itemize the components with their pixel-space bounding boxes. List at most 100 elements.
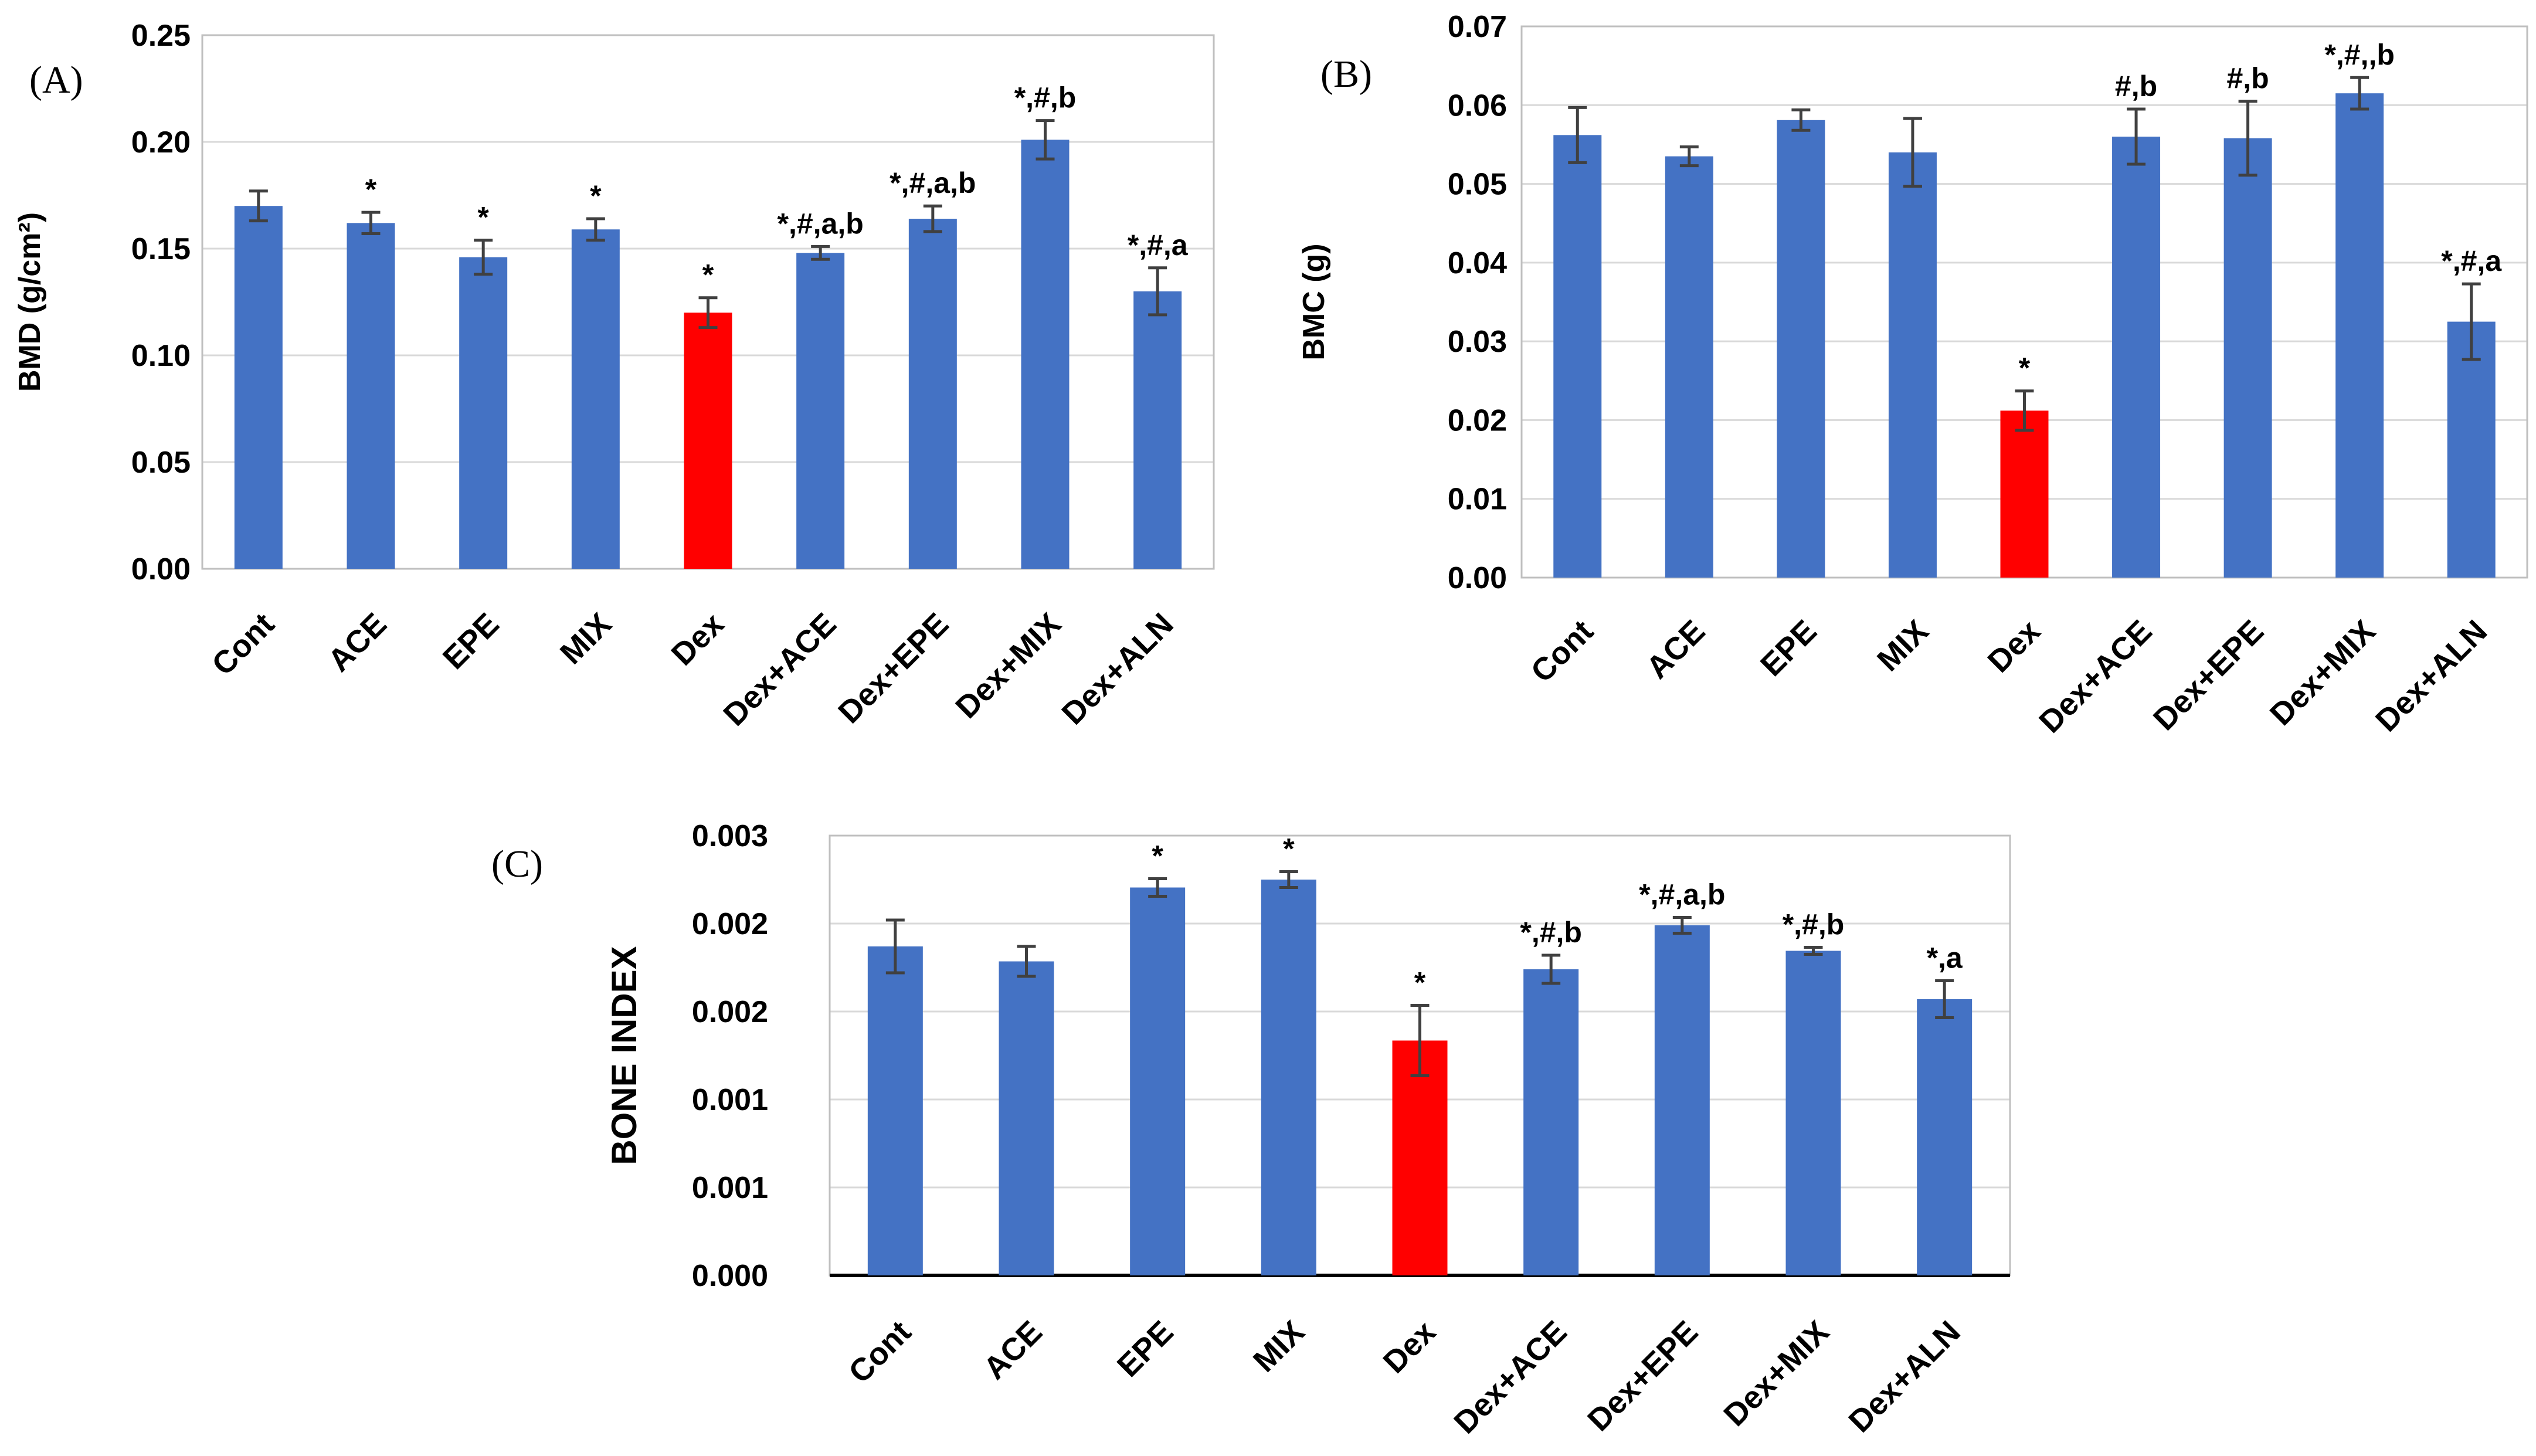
bar (2447, 321, 2496, 578)
y-axis-label: BMC (g) (1297, 243, 1331, 360)
bar (1785, 951, 1841, 1275)
bar (1130, 887, 1186, 1275)
y-tick-label: 0.000 (692, 1259, 768, 1293)
x-category-label: Dex+MIX (949, 606, 1068, 725)
significance-label: *,#,a,b (778, 207, 864, 240)
significance-label: *,#,a,b (1639, 878, 1725, 911)
y-tick-label: 0.04 (1448, 246, 1507, 280)
x-category-label: MIX (1247, 1314, 1311, 1379)
bar (1133, 291, 1182, 569)
x-category-label: MIX (1870, 613, 1935, 678)
bar (1888, 152, 1937, 578)
x-category-label: Dex+MIX (2263, 613, 2382, 732)
bar (1654, 925, 1710, 1275)
y-tick-label: 0.003 (692, 819, 768, 853)
x-category-label: Dex+ALN (1842, 1314, 1967, 1439)
bar (1021, 140, 1070, 569)
x-category-label: Cont (1524, 613, 1600, 689)
significance-label: #,b (2226, 62, 2269, 95)
significance-label: * (1414, 966, 1426, 999)
bar (867, 946, 923, 1275)
significance-label: *,#,b (1783, 908, 1845, 941)
bar (1553, 135, 1602, 578)
significance-label: * (590, 179, 602, 212)
y-tick-label: 0.03 (1448, 325, 1507, 359)
bar (347, 223, 395, 569)
chart-panel-c: (C) 0.000 0.001 0.001 0.002 0.002 0.003 BONE IN… (491, 819, 2011, 1440)
significance-label: *,#,a,b (890, 167, 976, 199)
bar (908, 219, 957, 569)
y-axis-label: BONE INDEX (605, 946, 644, 1165)
chart-panel-a: (A) 0.00 0.05 0.10 0.15 0.20 0.25 BMD (g/cm²) Co… (13, 19, 1215, 732)
significance-label: * (2019, 352, 2031, 385)
x-category-label: MIX (554, 606, 618, 671)
x-category-label: ACE (977, 1314, 1049, 1386)
bar (1665, 156, 1713, 578)
significance-label: #,b (2115, 70, 2157, 103)
y-tick-label: 0.05 (1448, 168, 1507, 202)
panel-label: (A) (29, 59, 83, 101)
x-category-label: Dex+ALN (1055, 606, 1180, 731)
x-category-label: Dex (1981, 613, 2047, 679)
y-tick-label: 0.25 (131, 19, 191, 53)
significance-label: *,#,b (1520, 916, 1582, 949)
x-category-label: Dex+EPE (1581, 1314, 1705, 1438)
y-tick-label: 0.06 (1448, 89, 1507, 123)
bar (1777, 120, 1825, 578)
y-tick-label: 0.00 (131, 552, 191, 586)
x-category-label: ACE (321, 606, 393, 678)
x-category-label: Dex+EPE (2147, 613, 2270, 737)
bar (571, 229, 620, 569)
bar (684, 313, 732, 569)
chart-panel-b: (B) 0.00 0.01 0.02 0.03 0.04 0.05 0.06 0.07 BMC (… (1297, 10, 2528, 739)
bar (1917, 999, 1973, 1275)
x-category-label: Dex+MIX (1717, 1314, 1836, 1433)
panel-label: (B) (1320, 53, 1372, 96)
bar (1392, 1040, 1448, 1275)
significance-label: *,#,,b (2324, 38, 2394, 71)
panel-label: (C) (491, 843, 543, 885)
y-tick-label: 0.002 (692, 995, 768, 1029)
x-category-label: Dex+ACE (2032, 613, 2158, 739)
x-category-label: EPE (1111, 1314, 1180, 1384)
x-category-label: EPE (436, 606, 506, 676)
significance-label: *,#,a (2441, 245, 2502, 277)
bar (2000, 410, 2049, 578)
y-tick-label: 0.01 (1448, 483, 1507, 517)
y-tick-label: 0.001 (692, 1171, 768, 1205)
x-category-label: Dex (1377, 1314, 1442, 1380)
significance-label: *,#,a (1128, 229, 1189, 262)
significance-label: * (365, 173, 377, 206)
y-tick-label: 0.10 (131, 339, 191, 373)
x-category-label: Dex+ALN (2369, 613, 2494, 738)
bar (2223, 138, 2272, 578)
x-category-label: Dex (665, 606, 731, 672)
significance-label: * (1152, 840, 1163, 873)
x-category-label: EPE (1754, 613, 1824, 683)
y-tick-label: 0.05 (131, 446, 191, 480)
bar (999, 961, 1054, 1275)
significance-label: *,a (1927, 942, 1963, 975)
y-tick-label: 0.002 (692, 907, 768, 941)
x-category-label: ACE (1639, 613, 1712, 685)
significance-label: *,#,b (1014, 82, 1077, 114)
x-category-label: Dex+ACE (717, 606, 843, 732)
x-category-label: Dex+EPE (831, 606, 955, 730)
y-tick-label: 0.07 (1448, 10, 1507, 44)
y-tick-label: 0.20 (131, 125, 191, 159)
bar (2335, 93, 2384, 578)
bar (796, 253, 845, 569)
bar (234, 206, 283, 569)
y-tick-label: 0.00 (1448, 561, 1507, 595)
x-category-label: Dex+ACE (1447, 1314, 1573, 1440)
x-category-label: Cont (205, 606, 281, 682)
bar (1261, 880, 1316, 1275)
y-axis-label: BMD (g/cm²) (13, 212, 47, 392)
y-tick-label: 0.001 (692, 1083, 768, 1117)
y-tick-label: 0.15 (131, 232, 191, 266)
y-tick-label: 0.02 (1448, 403, 1507, 437)
bar (2112, 137, 2161, 578)
bar (1523, 969, 1579, 1275)
bar (459, 257, 508, 569)
